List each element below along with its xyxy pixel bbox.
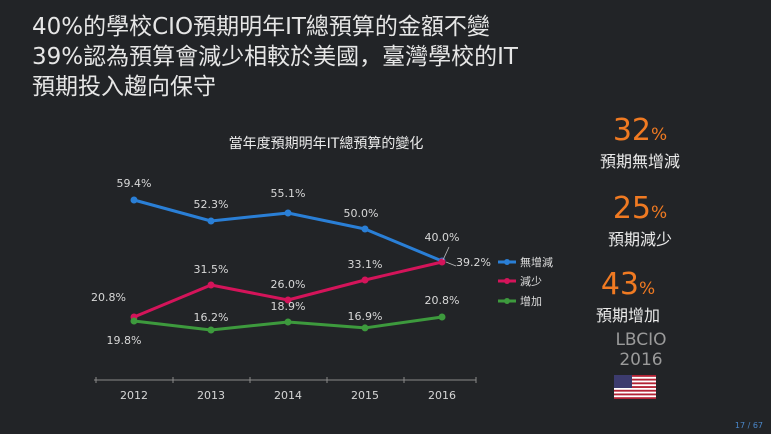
data-point-increase-2016 <box>438 313 446 321</box>
stat-decrease-value: 25 <box>612 191 652 226</box>
stat-no-change: 32% 預期無增減 <box>570 114 710 172</box>
legend-label-no-change: 無增減 <box>520 255 553 269</box>
data-point-increase-2014 <box>284 318 292 326</box>
data-label-increase-2013: 16.2% <box>194 311 229 324</box>
title-line-3: 預期投入趨向保守 <box>32 74 216 100</box>
title-line-2: 39%認為預算會減少相較於美國，臺灣學校的IT <box>32 44 518 70</box>
data-label-no-change-2014: 55.1% <box>271 187 306 200</box>
chart-title: 當年度預期明年IT總預算的變化 <box>229 135 424 152</box>
data-label-decrease-2013: 31.5% <box>194 263 229 276</box>
stat-decrease-unit: % <box>651 203 668 223</box>
data-label-no-change-2016: 40.0% <box>425 231 460 244</box>
page-title: 40%的學校CIO預期明年IT總預算的金額不變 39%認為預算會減少相較於美國，… <box>32 12 672 102</box>
source-label: LBCIO 2016 <box>606 330 676 370</box>
data-point-no-change-2013 <box>207 217 215 225</box>
data-label-no-change-2012: 59.4% <box>117 177 152 190</box>
data-point-increase-2013 <box>207 326 215 334</box>
stat-no-change-unit: % <box>651 125 668 145</box>
data-point-increase-2012 <box>130 317 138 325</box>
data-label-increase-2015: 16.9% <box>348 310 383 323</box>
source-line-1: LBCIO <box>615 330 667 350</box>
stat-increase: 43% 預期增加 <box>558 268 698 326</box>
stat-increase-unit: % <box>639 279 656 299</box>
stat-increase-label: 預期增加 <box>595 306 660 325</box>
title-line-1: 40%的學校CIO預期明年IT總預算的金額不變 <box>32 14 490 40</box>
data-label-increase-2016: 20.8% <box>425 294 460 307</box>
data-label-no-change-2015: 50.0% <box>344 207 379 220</box>
stat-no-change-value: 32 <box>612 113 652 148</box>
data-point-decrease-2016 <box>438 258 446 266</box>
data-label-decrease-2015: 33.1% <box>348 258 383 271</box>
us-flag-icon <box>614 375 656 399</box>
label-leader-line <box>445 261 457 267</box>
x-tick-label-2015: 2015 <box>351 389 379 402</box>
x-tick-label-2012: 2012 <box>120 389 148 402</box>
data-label-increase-2014: 18.9% <box>271 300 306 313</box>
data-point-decrease-2015 <box>361 276 369 284</box>
data-label-decrease-2012: 20.8% <box>91 291 126 304</box>
data-point-decrease-2013 <box>207 281 215 289</box>
x-tick-label-2016: 2016 <box>428 389 456 402</box>
data-label-no-change-2013: 52.3% <box>194 198 229 211</box>
legend-marker-no-change <box>504 259 510 265</box>
data-point-decrease-2014 <box>284 296 292 304</box>
data-point-increase-2015 <box>361 324 369 332</box>
stat-decrease-label: 預期減少 <box>607 230 672 249</box>
data-point-no-change-2015 <box>361 225 369 233</box>
series-line-no-change <box>133 198 443 263</box>
data-label-decrease-2014: 26.0% <box>271 278 306 291</box>
legend-marker-decrease <box>504 278 510 284</box>
data-label-decrease-2016: 39.2% <box>456 256 491 269</box>
data-point-no-change-2012 <box>130 196 138 204</box>
legend-marker-increase <box>504 298 510 304</box>
legend-label-increase: 增加 <box>520 294 542 308</box>
source-line-2: 2016 <box>619 350 663 370</box>
x-tick-label-2014: 2014 <box>274 389 302 402</box>
stat-decrease: 25% 預期減少 <box>570 192 710 250</box>
label-leader-line <box>442 246 450 261</box>
legend-label-decrease: 減少 <box>520 274 542 288</box>
data-label-increase-2012: 19.8% <box>107 334 142 347</box>
stat-increase-value: 43 <box>600 267 640 302</box>
stat-no-change-label: 預期無增減 <box>599 152 680 171</box>
data-point-no-change-2014 <box>284 209 292 217</box>
page-number: 17 / 67 <box>734 421 763 430</box>
x-tick-label-2013: 2013 <box>197 389 225 402</box>
